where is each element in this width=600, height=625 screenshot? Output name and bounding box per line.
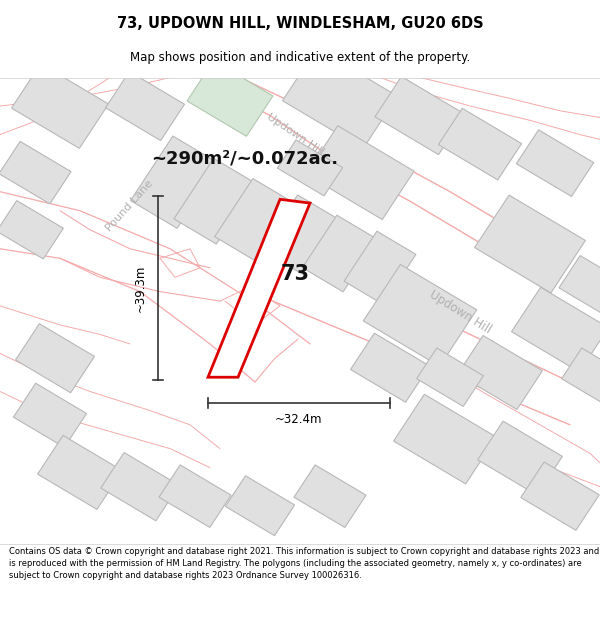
Text: Updown Hill: Updown Hill bbox=[265, 112, 325, 158]
Text: ~39.3m: ~39.3m bbox=[133, 264, 146, 312]
Polygon shape bbox=[106, 71, 184, 141]
Polygon shape bbox=[174, 158, 256, 244]
Polygon shape bbox=[375, 76, 465, 154]
Polygon shape bbox=[0, 201, 64, 259]
Polygon shape bbox=[130, 136, 220, 228]
Polygon shape bbox=[350, 333, 430, 402]
Polygon shape bbox=[101, 452, 179, 521]
Text: Pound Lane: Pound Lane bbox=[104, 178, 155, 234]
Text: Updown Hill: Updown Hill bbox=[427, 288, 493, 337]
Polygon shape bbox=[16, 324, 94, 392]
Polygon shape bbox=[475, 195, 586, 293]
Polygon shape bbox=[478, 421, 562, 495]
Polygon shape bbox=[0, 141, 71, 204]
Polygon shape bbox=[306, 126, 414, 219]
Polygon shape bbox=[416, 348, 484, 406]
Polygon shape bbox=[159, 465, 231, 528]
Polygon shape bbox=[208, 199, 310, 378]
Text: 73, UPDOWN HILL, WINDLESHAM, GU20 6DS: 73, UPDOWN HILL, WINDLESHAM, GU20 6DS bbox=[116, 16, 484, 31]
Polygon shape bbox=[344, 231, 416, 304]
Polygon shape bbox=[277, 140, 343, 196]
Polygon shape bbox=[562, 348, 600, 406]
Polygon shape bbox=[363, 264, 477, 366]
Polygon shape bbox=[38, 436, 122, 509]
Polygon shape bbox=[262, 195, 338, 274]
Polygon shape bbox=[559, 256, 600, 318]
Text: Contains OS data © Crown copyright and database right 2021. This information is : Contains OS data © Crown copyright and d… bbox=[9, 547, 599, 579]
Polygon shape bbox=[458, 336, 542, 409]
Text: 73: 73 bbox=[281, 264, 310, 284]
Polygon shape bbox=[394, 394, 496, 484]
Polygon shape bbox=[283, 48, 398, 149]
Polygon shape bbox=[226, 476, 295, 536]
Polygon shape bbox=[521, 462, 599, 531]
Text: Map shows position and indicative extent of the property.: Map shows position and indicative extent… bbox=[130, 51, 470, 64]
Polygon shape bbox=[13, 383, 86, 448]
Polygon shape bbox=[11, 64, 109, 148]
Polygon shape bbox=[187, 61, 273, 136]
Polygon shape bbox=[215, 179, 295, 262]
Polygon shape bbox=[512, 288, 600, 372]
Polygon shape bbox=[302, 215, 377, 292]
Polygon shape bbox=[517, 130, 593, 196]
Text: ~32.4m: ~32.4m bbox=[275, 412, 323, 426]
Polygon shape bbox=[294, 465, 366, 528]
Polygon shape bbox=[439, 108, 521, 180]
Text: ~290m²/~0.072ac.: ~290m²/~0.072ac. bbox=[151, 149, 338, 168]
